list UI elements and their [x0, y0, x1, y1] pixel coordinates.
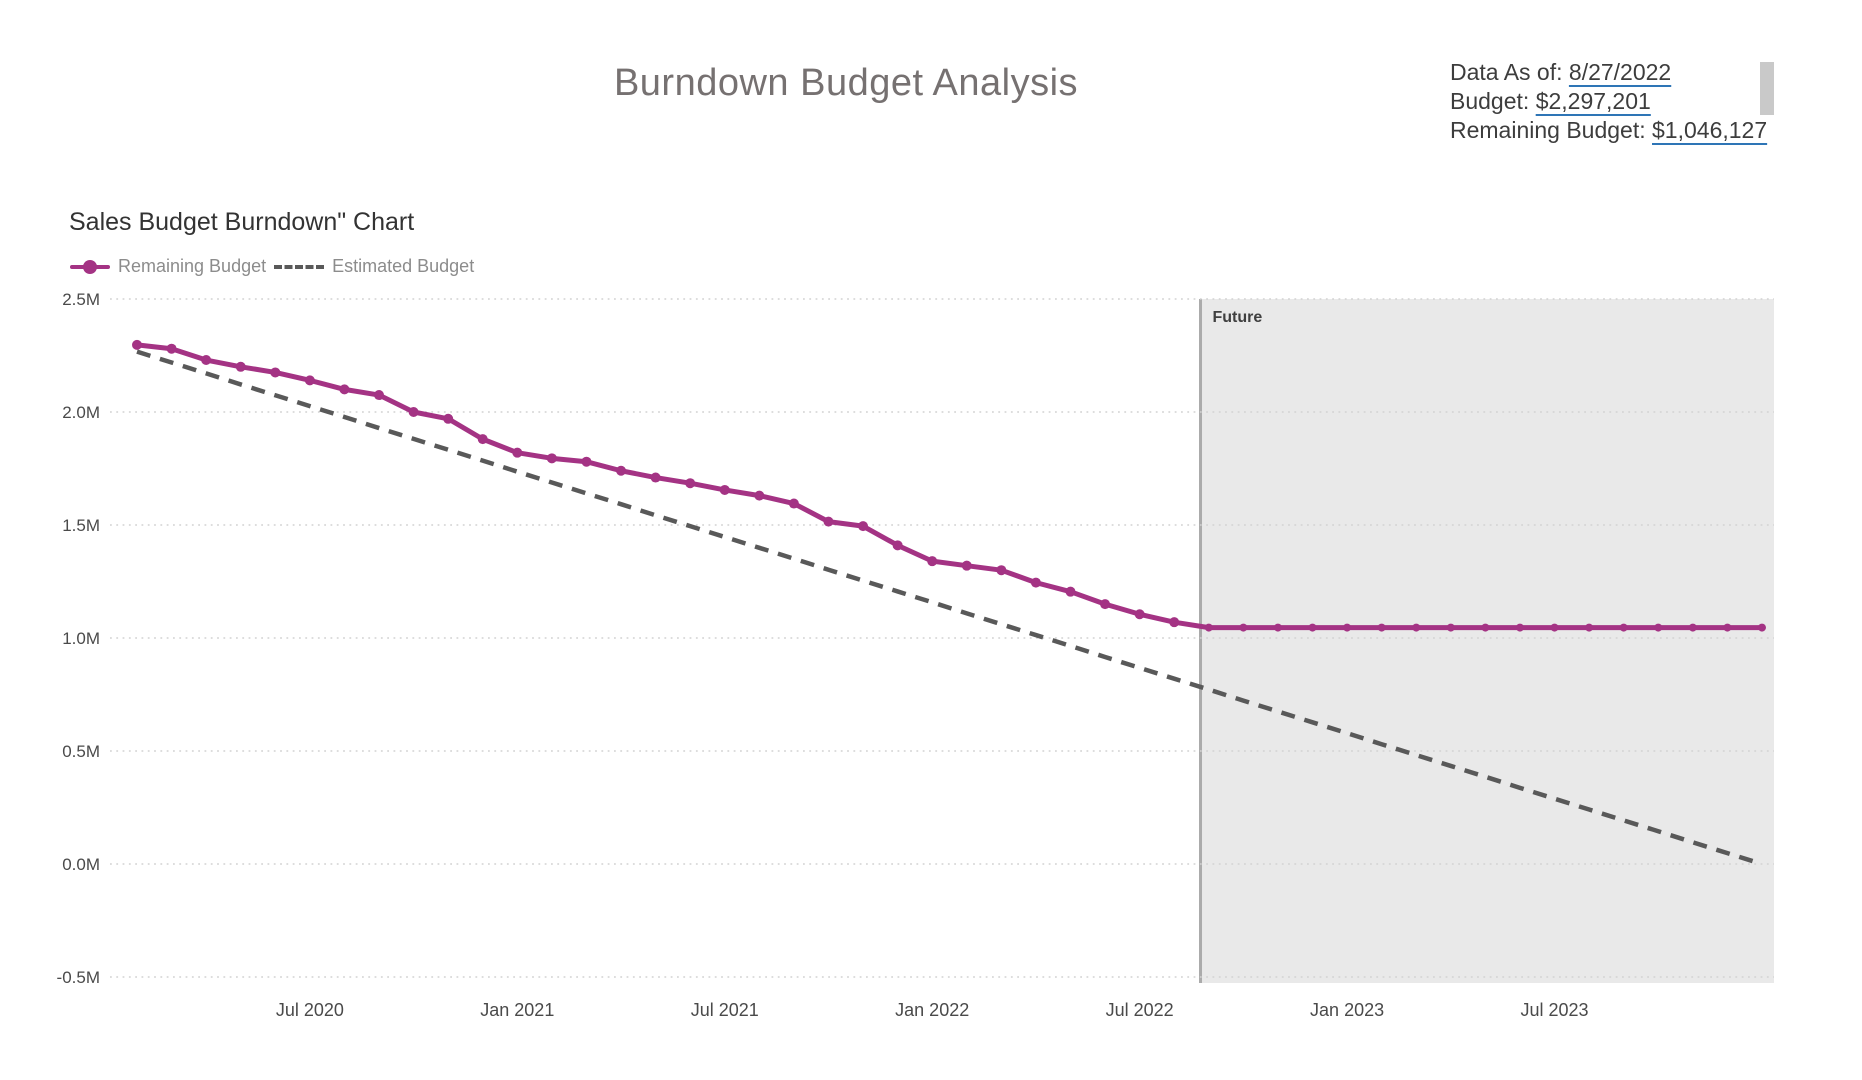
page-title: Burndown Budget Analysis [613, 62, 1079, 104]
data-point[interactable] [892, 540, 903, 551]
data-point[interactable] [1654, 623, 1663, 632]
data-point[interactable] [616, 465, 627, 476]
x-axis-tick-label: Jul 2020 [276, 1000, 344, 1020]
data-point[interactable] [1100, 599, 1111, 610]
remaining-budget-value[interactable]: $1,046,127 [1652, 117, 1768, 143]
y-axis-tick-label: 1.5M [62, 516, 100, 535]
data-point[interactable] [581, 456, 592, 467]
data-point[interactable] [1377, 623, 1386, 632]
data-point[interactable] [650, 472, 661, 483]
data-point[interactable] [1065, 586, 1076, 597]
y-axis-tick-label: 0.0M [62, 855, 100, 874]
data-point[interactable] [1273, 623, 1282, 632]
data-point[interactable] [685, 478, 696, 489]
y-axis-tick-label: 2.5M [62, 290, 100, 309]
data-point[interactable] [1723, 623, 1732, 632]
future-region-label: Future [1213, 309, 1263, 326]
data-point[interactable] [1412, 623, 1421, 632]
x-axis-tick-label: Jul 2021 [691, 1000, 759, 1020]
remaining-budget-line[interactable] [136, 342, 1762, 631]
data-point[interactable] [1688, 623, 1697, 632]
data-point[interactable] [1550, 623, 1559, 632]
data-as-of-label: Data As of: [1450, 59, 1569, 85]
legend-label-estimated-budget: Estimated Budget [332, 256, 475, 276]
data-point[interactable] [304, 375, 315, 386]
data-point[interactable] [477, 434, 488, 445]
chart-legend: Remaining Budget Estimated Budget [70, 256, 474, 277]
scrollbar-thumb[interactable] [1760, 62, 1774, 115]
x-axis-tick-label: Jul 2022 [1106, 1000, 1174, 1020]
x-axis-tick-label: Jan 2022 [895, 1000, 969, 1020]
x-axis-tick-label: Jul 2023 [1521, 1000, 1589, 1020]
data-point[interactable] [927, 556, 938, 567]
data-point[interactable] [339, 384, 350, 395]
data-point[interactable] [166, 343, 177, 354]
data-point[interactable] [1134, 609, 1145, 620]
data-point[interactable] [235, 361, 246, 372]
y-axis-tick-label: 0.5M [62, 742, 100, 761]
data-point[interactable] [408, 407, 419, 417]
data-point[interactable] [1481, 623, 1490, 632]
data-as-of-row: Data As of: 8/27/2022 [1450, 58, 1767, 87]
data-point[interactable] [1030, 577, 1041, 588]
data-point[interactable] [546, 453, 557, 464]
data-point[interactable] [719, 484, 730, 495]
data-point[interactable] [443, 413, 454, 424]
data-point[interactable] [754, 490, 765, 501]
legend-item-estimated-budget[interactable]: Estimated Budget [274, 256, 474, 277]
data-point[interactable] [1515, 623, 1524, 632]
future-region [1200, 299, 1774, 983]
legend-item-remaining-budget[interactable]: Remaining Budget [70, 256, 266, 277]
data-point[interactable] [788, 498, 799, 509]
remaining-budget-row: Remaining Budget: $1,046,127 [1450, 116, 1767, 145]
budget-label: Budget: [1450, 88, 1536, 114]
data-point[interactable] [996, 565, 1007, 576]
data-point[interactable] [1239, 623, 1248, 632]
budget-row: Budget: $2,297,201 [1450, 87, 1767, 116]
data-point[interactable] [1585, 623, 1594, 632]
data-point[interactable] [1619, 623, 1628, 632]
y-axis-tick-label: -0.5M [57, 968, 100, 987]
data-point[interactable] [270, 367, 281, 378]
data-point[interactable] [512, 447, 523, 458]
circle-marker-icon [83, 259, 97, 274]
data-point[interactable] [1308, 623, 1317, 632]
data-point[interactable] [1343, 623, 1352, 632]
budget-value[interactable]: $2,297,201 [1535, 88, 1651, 114]
data-point[interactable] [823, 516, 834, 527]
data-point[interactable] [1169, 617, 1180, 628]
remaining-budget-label: Remaining Budget: [1450, 117, 1653, 143]
legend-label-remaining-budget: Remaining Budget [118, 256, 267, 276]
estimated-budget-line[interactable] [136, 349, 1763, 867]
chart-title: Sales Budget Burndown" Chart [69, 208, 415, 236]
dashed-line-swatch-icon [274, 264, 325, 269]
data-point[interactable] [961, 560, 972, 571]
data-point[interactable] [374, 390, 385, 401]
data-point[interactable] [201, 355, 212, 366]
data-point[interactable] [1757, 623, 1766, 632]
data-point[interactable] [1204, 623, 1213, 632]
line-marker-swatch-icon [70, 259, 110, 274]
data-point[interactable] [858, 521, 869, 532]
data-as-of-value[interactable]: 8/27/2022 [1568, 59, 1672, 85]
y-axis-tick-label: 2.0M [62, 403, 100, 422]
x-axis-tick-label: Jan 2021 [480, 1000, 554, 1020]
data-point[interactable] [1446, 623, 1455, 632]
data-callout-block: Data As of: 8/27/2022 Budget: $2,297,201… [1450, 58, 1767, 145]
y-axis-tick-label: 1.0M [62, 629, 100, 648]
data-point[interactable] [132, 339, 142, 350]
x-axis-tick-label: Jan 2023 [1310, 1000, 1384, 1020]
